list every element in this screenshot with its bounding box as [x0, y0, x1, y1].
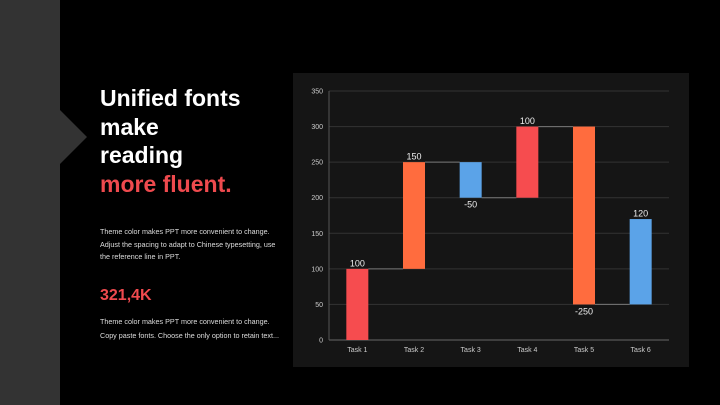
title-line: make — [100, 113, 159, 140]
y-tick-label: 300 — [311, 124, 323, 131]
bar-task-3 — [459, 162, 482, 198]
waterfall-chart: 0 50 100 150 200 250 300 350 100 Task 1 150 Task 2 -… — [311, 89, 669, 354]
bar-task-1 — [346, 268, 369, 340]
body-paragraph-1: Theme color makes PPT more convenient to… — [100, 227, 276, 261]
y-tick-label: 100 — [311, 266, 323, 273]
stat-value: 321,4K — [100, 287, 152, 304]
x-tick-label: Task 2 — [404, 347, 424, 354]
bar-task-4 — [516, 126, 539, 198]
x-tick-label: Task 4 — [517, 347, 537, 354]
title-line: Unified fonts — [100, 85, 241, 111]
bar-task-5 — [573, 126, 595, 305]
y-tick-label: 200 — [311, 195, 323, 202]
y-tick-label: 350 — [311, 89, 323, 96]
body-paragraph-2: Theme color makes PPT more convenient to… — [100, 317, 279, 340]
title-line: reading — [100, 142, 184, 168]
x-tick-label: Task 6 — [631, 347, 651, 354]
bar-task-2 — [403, 162, 425, 269]
y-tick-label: 0 — [319, 338, 323, 345]
x-tick-label: Task 5 — [574, 347, 594, 354]
sidebar-arrow — [60, 110, 87, 164]
data-label: 100 — [520, 116, 535, 126]
y-tick-label: 50 — [315, 302, 323, 309]
bar-task-6 — [629, 219, 652, 305]
x-tick-label: Task 3 — [461, 347, 481, 354]
sidebar-panel — [0, 0, 60, 405]
y-tick-label: 150 — [311, 231, 323, 238]
data-label: -50 — [464, 200, 477, 210]
data-label: -250 — [575, 306, 593, 316]
data-label: 100 — [350, 258, 365, 268]
title-accent: more fluent. — [100, 170, 232, 197]
data-label: 150 — [406, 152, 421, 162]
data-label: 120 — [633, 209, 648, 219]
slide-title: Unified fonts make reading more fluent. — [100, 84, 241, 198]
x-tick-label: Task 1 — [347, 347, 367, 354]
chart-panel: 0 50 100 150 200 250 300 350 100 Task 1 150 Task 2 -… — [293, 73, 689, 367]
y-tick-label: 250 — [311, 160, 323, 167]
